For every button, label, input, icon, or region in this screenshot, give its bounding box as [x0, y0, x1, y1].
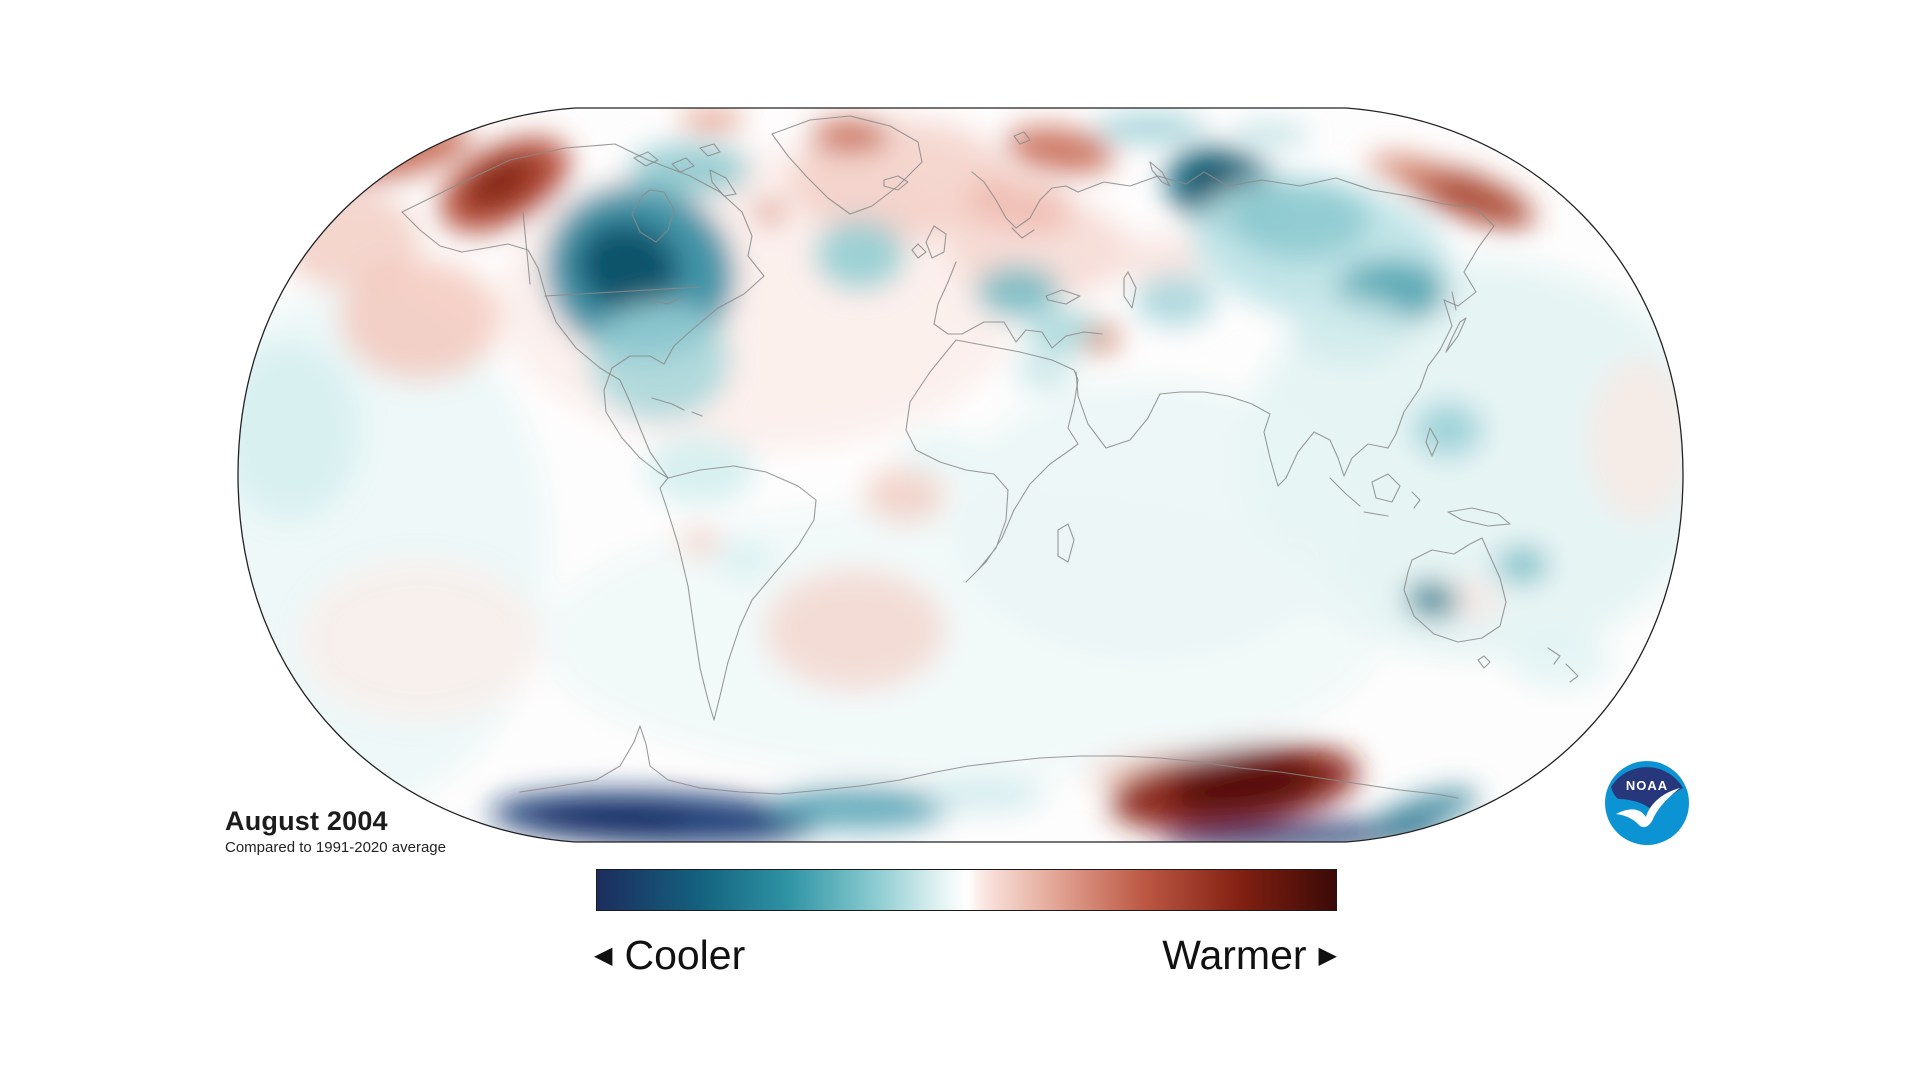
map-outline: [237, 107, 1684, 843]
noaa-logo: NOAA: [1605, 761, 1689, 845]
warmer-arrow-icon: ▶: [1318, 942, 1337, 969]
warmer-label: Warmer: [1162, 931, 1307, 978]
map-subtitle: Compared to 1991-2020 average: [225, 839, 446, 857]
anomaly-field: [238, 108, 1683, 842]
cooler-label: Cooler: [624, 931, 746, 978]
cooler-legend: ◀ Cooler: [594, 932, 745, 979]
colorbar-legend: ◀ Cooler Warmer ▶: [594, 930, 1337, 980]
map-title: August 2004: [225, 806, 388, 836]
caption-block: August 2004 Compared to 1991-2020 averag…: [225, 806, 446, 856]
warmer-legend: Warmer ▶: [1162, 932, 1337, 979]
colorbar: [596, 869, 1337, 911]
noaa-logo-text: NOAA: [1626, 778, 1668, 793]
noaa-logo-sky: [1611, 767, 1683, 812]
noaa-logo-bird-icon: [1616, 788, 1680, 828]
cooler-arrow-icon: ◀: [594, 942, 613, 969]
coastlines: [401, 115, 1579, 799]
